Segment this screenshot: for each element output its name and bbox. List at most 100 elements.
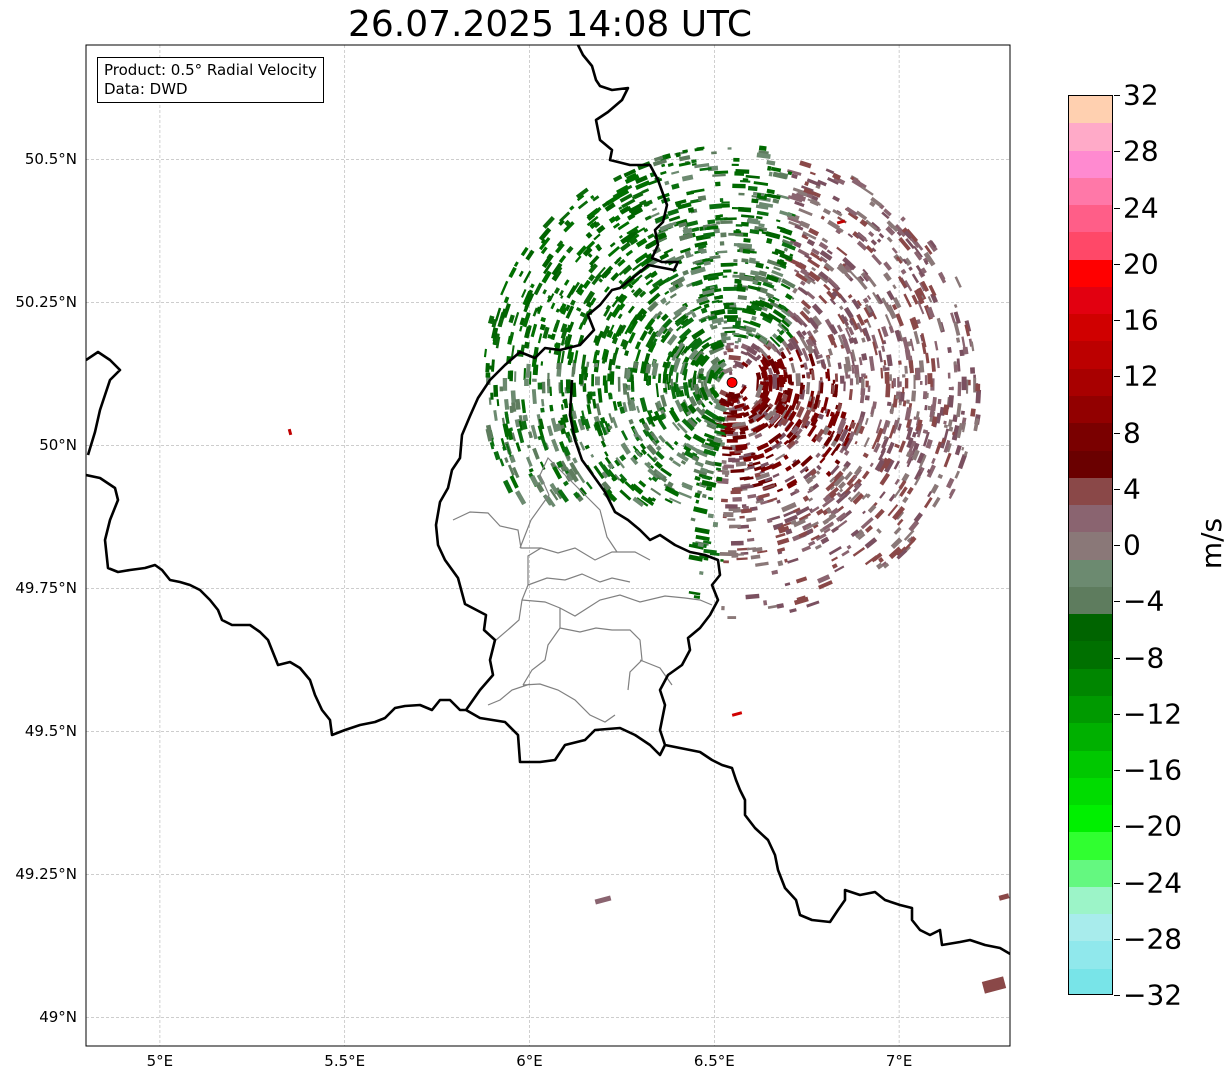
radar-echo: [558, 254, 567, 264]
radar-echo: [714, 288, 722, 293]
radar-echo: [678, 390, 685, 397]
radar-echo: [924, 375, 928, 386]
radar-echo: [869, 200, 876, 208]
radar-echo: [862, 297, 869, 304]
radar-echo: [822, 446, 833, 459]
radar-echo: [930, 292, 939, 304]
radar-echo: [532, 364, 539, 376]
radar-echo: [704, 460, 716, 467]
radar-echo: [883, 435, 888, 440]
radar-echo: [784, 475, 795, 483]
radar-echo: [695, 416, 702, 423]
colorbar-tick: [1114, 263, 1120, 265]
radar-echo: [516, 428, 525, 444]
radar-echo: [546, 425, 554, 437]
colorbar-tick-label: −8: [1123, 641, 1165, 674]
radar-echo: [582, 279, 591, 289]
colorbar-segment: [1069, 314, 1112, 343]
radar-echo: [776, 219, 781, 223]
radar-echo: [575, 283, 585, 294]
radar-echo: [812, 328, 819, 335]
radar-echo: [802, 231, 817, 240]
radar-echo: [748, 418, 755, 424]
radar-echo: [886, 354, 893, 367]
radar-echo: [543, 495, 553, 506]
colorbar-segment: [1069, 232, 1112, 261]
radar-echo: [722, 453, 732, 457]
radar-echo: [715, 467, 722, 471]
radar-echo: [695, 499, 700, 504]
radar-echo: [556, 362, 562, 370]
radar-echo: [926, 464, 936, 478]
radar-echo: [771, 251, 779, 256]
radar-echo: [683, 444, 692, 453]
radar-echo: [772, 287, 777, 292]
radar-echo: [507, 335, 513, 345]
radar-echo: [837, 481, 847, 490]
radar-echo: [894, 443, 900, 449]
radar-echo: [542, 326, 550, 339]
radar-echo: [821, 237, 829, 244]
radar-echo: [959, 349, 965, 357]
colorbar-segment: [1069, 505, 1112, 533]
radar-echo: [620, 430, 629, 441]
radar-echo: [943, 424, 948, 429]
radar-echo: [845, 206, 858, 217]
radar-echo: [593, 221, 601, 229]
radar-echo: [832, 470, 844, 483]
radar-echo: [998, 893, 1010, 901]
radar-echo: [637, 314, 645, 322]
radar-echo: [611, 416, 618, 429]
radar-echo: [716, 476, 723, 482]
lon-tick-label: 7°E: [885, 1052, 913, 1070]
radar-echo: [649, 464, 655, 470]
radar-echo: [582, 246, 593, 257]
radar-echo: [690, 359, 697, 366]
radar-echo: [541, 381, 546, 394]
radar-echo: [683, 433, 692, 441]
radar-echo: [847, 269, 859, 280]
radar-echo: [756, 152, 771, 159]
radar-echo: [888, 493, 897, 502]
radar-echo: [743, 324, 757, 333]
radar-echo: [947, 395, 954, 408]
radar-echo: [620, 232, 635, 245]
radar-echo: [757, 549, 768, 554]
radar-echo: [690, 517, 696, 522]
radar-echo: [647, 444, 656, 454]
radar-echo: [640, 361, 647, 374]
radar-echo: [898, 237, 911, 251]
radar-echo: [569, 299, 576, 306]
radar-echo: [851, 323, 857, 331]
radar-echo: [646, 416, 653, 425]
radar-echo: [929, 240, 937, 249]
radar-echo: [785, 388, 794, 403]
colorbar-segment: [1069, 259, 1112, 288]
radar-echo: [877, 328, 885, 344]
radar-echo: [897, 423, 902, 431]
radar-echo: [539, 236, 551, 251]
radar-echo: [613, 174, 623, 183]
radar-echo: [555, 266, 563, 276]
radar-echo: [499, 458, 505, 467]
radar-echo: [779, 227, 793, 236]
radar-echo: [747, 217, 759, 224]
radar-echo: [627, 305, 635, 314]
radar-echo: [748, 431, 757, 437]
radar-echo: [918, 360, 925, 373]
radar-echo: [775, 453, 786, 461]
radar-echo: [812, 348, 820, 360]
radar-echo: [848, 431, 856, 440]
radar-echo: [537, 382, 543, 390]
colorbar-tick: [1114, 770, 1120, 771]
radar-echo: [870, 196, 883, 208]
radar-echo: [729, 392, 735, 398]
radar-echo: [575, 470, 586, 484]
radar-echo: [894, 478, 900, 486]
radar-echo: [832, 209, 843, 217]
radar-echo: [671, 183, 680, 190]
radar-echo: [881, 297, 891, 312]
radar-echo: [778, 329, 785, 336]
radar-echo: [734, 403, 745, 410]
radar-echo: [674, 383, 681, 398]
